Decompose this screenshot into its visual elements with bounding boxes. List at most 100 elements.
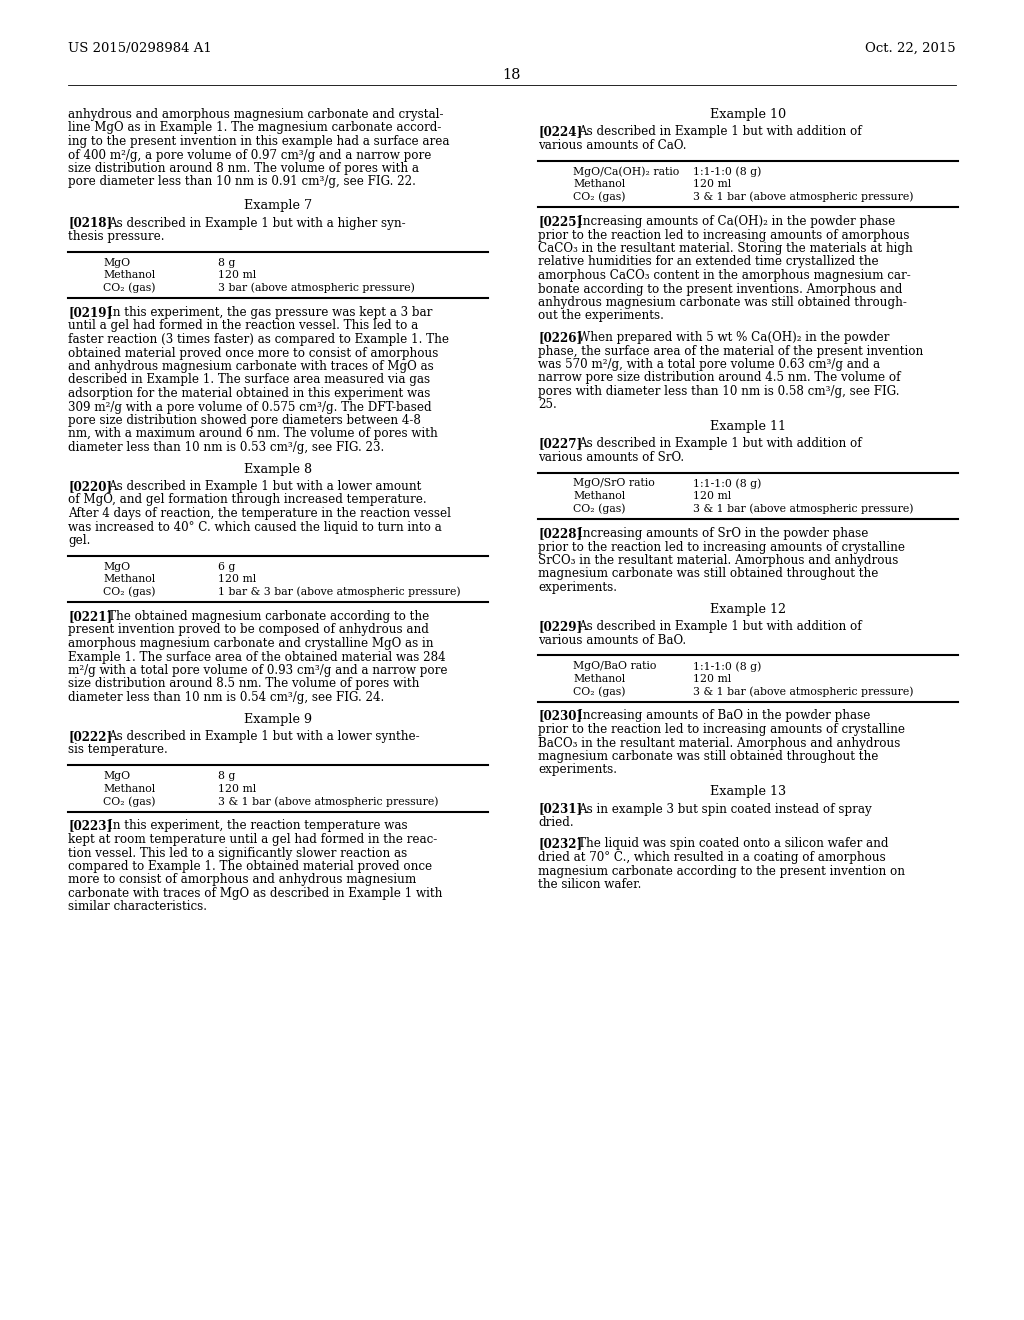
Text: Example 8: Example 8 (244, 462, 312, 475)
Text: [0225]: [0225] (538, 215, 582, 228)
Text: As described in Example 1 but with a higher syn-: As described in Example 1 but with a hig… (108, 216, 406, 230)
Text: 120 ml: 120 ml (693, 673, 731, 684)
Text: [0222]: [0222] (68, 730, 112, 743)
Text: Increasing amounts of Ca(OH)₂ in the powder phase: Increasing amounts of Ca(OH)₂ in the pow… (578, 215, 895, 228)
Text: m²/g with a total pore volume of 0.93 cm³/g and a narrow pore: m²/g with a total pore volume of 0.93 cm… (68, 664, 447, 677)
Text: CO₂ (gas): CO₂ (gas) (573, 503, 626, 513)
Text: Methanol: Methanol (103, 271, 156, 280)
Text: MgO/BaO ratio: MgO/BaO ratio (573, 661, 656, 671)
Text: Methanol: Methanol (103, 784, 156, 793)
Text: [0230]: [0230] (538, 710, 582, 722)
Text: various amounts of SrO.: various amounts of SrO. (538, 451, 684, 465)
Text: MgO: MgO (103, 257, 130, 268)
Text: [0226]: [0226] (538, 331, 582, 345)
Text: 1:1-1:0 (8 g): 1:1-1:0 (8 g) (693, 479, 762, 490)
Text: pores with diameter less than 10 nm is 0.58 cm³/g, see FIG.: pores with diameter less than 10 nm is 0… (538, 385, 899, 399)
Text: tion vessel. This led to a significantly slower reaction as: tion vessel. This led to a significantly… (68, 846, 408, 859)
Text: Example 1. The surface area of the obtained material was 284: Example 1. The surface area of the obtai… (68, 651, 445, 664)
Text: 8 g: 8 g (218, 771, 236, 781)
Text: was 570 m²/g, with a total pore volume 0.63 cm³/g and a: was 570 m²/g, with a total pore volume 0… (538, 358, 880, 371)
Text: CaCO₃ in the resultant material. Storing the materials at high: CaCO₃ in the resultant material. Storing… (538, 242, 912, 255)
Text: Example 7: Example 7 (244, 199, 312, 213)
Text: As described in Example 1 but with a lower amount: As described in Example 1 but with a low… (108, 480, 421, 492)
Text: amorphous magnesium carbonate and crystalline MgO as in: amorphous magnesium carbonate and crysta… (68, 638, 433, 649)
Text: phase, the surface area of the material of the present invention: phase, the surface area of the material … (538, 345, 924, 358)
Text: compared to Example 1. The obtained material proved once: compared to Example 1. The obtained mate… (68, 861, 432, 873)
Text: 25.: 25. (538, 399, 557, 412)
Text: [0220]: [0220] (68, 480, 112, 492)
Text: 1 bar & 3 bar (above atmospheric pressure): 1 bar & 3 bar (above atmospheric pressur… (218, 586, 461, 597)
Text: [0229]: [0229] (538, 620, 582, 634)
Text: of MgO, and gel formation through increased temperature.: of MgO, and gel formation through increa… (68, 494, 427, 507)
Text: MgO: MgO (103, 561, 130, 572)
Text: Example 10: Example 10 (710, 108, 786, 121)
Text: 3 & 1 bar (above atmospheric pressure): 3 & 1 bar (above atmospheric pressure) (218, 796, 438, 807)
Text: experiments.: experiments. (538, 763, 617, 776)
Text: pore size distribution showed pore diameters between 4-8: pore size distribution showed pore diame… (68, 414, 421, 426)
Text: Example 13: Example 13 (710, 785, 786, 799)
Text: carbonate with traces of MgO as described in Example 1 with: carbonate with traces of MgO as describe… (68, 887, 442, 900)
Text: BaCO₃ in the resultant material. Amorphous and anhydrous: BaCO₃ in the resultant material. Amorpho… (538, 737, 900, 750)
Text: CO₂ (gas): CO₂ (gas) (103, 282, 156, 293)
Text: present invention proved to be composed of anhydrous and: present invention proved to be composed … (68, 623, 429, 636)
Text: adsorption for the material obtained in this experiment was: adsorption for the material obtained in … (68, 387, 430, 400)
Text: various amounts of CaO.: various amounts of CaO. (538, 139, 686, 152)
Text: [0228]: [0228] (538, 527, 582, 540)
Text: ing to the present invention in this example had a surface area: ing to the present invention in this exa… (68, 135, 450, 148)
Text: magnesium carbonate according to the present invention on: magnesium carbonate according to the pre… (538, 865, 905, 878)
Text: was increased to 40° C. which caused the liquid to turn into a: was increased to 40° C. which caused the… (68, 520, 441, 533)
Text: Increasing amounts of BaO in the powder phase: Increasing amounts of BaO in the powder … (578, 710, 870, 722)
Text: thesis pressure.: thesis pressure. (68, 230, 165, 243)
Text: magnesium carbonate was still obtained throughout the: magnesium carbonate was still obtained t… (538, 750, 879, 763)
Text: CO₂ (gas): CO₂ (gas) (573, 191, 626, 202)
Text: As described in Example 1 but with addition of: As described in Example 1 but with addit… (578, 620, 862, 634)
Text: MgO/SrO ratio: MgO/SrO ratio (573, 479, 654, 488)
Text: anhydrous and amorphous magnesium carbonate and crystal-: anhydrous and amorphous magnesium carbon… (68, 108, 443, 121)
Text: 309 m²/g with a pore volume of 0.575 cm³/g. The DFT-based: 309 m²/g with a pore volume of 0.575 cm³… (68, 400, 432, 413)
Text: 1:1-1:0 (8 g): 1:1-1:0 (8 g) (693, 661, 762, 672)
Text: [0231]: [0231] (538, 803, 582, 816)
Text: prior to the reaction led to increasing amounts of amorphous: prior to the reaction led to increasing … (538, 228, 909, 242)
Text: relative humidities for an extended time crystallized the: relative humidities for an extended time… (538, 256, 879, 268)
Text: bonate according to the present inventions. Amorphous and: bonate according to the present inventio… (538, 282, 902, 296)
Text: CO₂ (gas): CO₂ (gas) (103, 586, 156, 597)
Text: As described in Example 1 but with addition of: As described in Example 1 but with addit… (578, 125, 862, 139)
Text: After 4 days of reaction, the temperature in the reaction vessel: After 4 days of reaction, the temperatur… (68, 507, 451, 520)
Text: out the experiments.: out the experiments. (538, 309, 664, 322)
Text: 3 bar (above atmospheric pressure): 3 bar (above atmospheric pressure) (218, 282, 415, 293)
Text: the silicon wafer.: the silicon wafer. (538, 878, 641, 891)
Text: As described in Example 1 but with addition of: As described in Example 1 but with addit… (578, 437, 862, 450)
Text: 120 ml: 120 ml (693, 180, 731, 189)
Text: Example 9: Example 9 (244, 713, 312, 726)
Text: 120 ml: 120 ml (218, 574, 256, 583)
Text: and anhydrous magnesium carbonate with traces of MgO as: and anhydrous magnesium carbonate with t… (68, 360, 434, 374)
Text: [0224]: [0224] (538, 125, 583, 139)
Text: faster reaction (3 times faster) as compared to Example 1. The: faster reaction (3 times faster) as comp… (68, 333, 449, 346)
Text: MgO/Ca(OH)₂ ratio: MgO/Ca(OH)₂ ratio (573, 166, 679, 177)
Text: anhydrous magnesium carbonate was still obtained through-: anhydrous magnesium carbonate was still … (538, 296, 907, 309)
Text: In this experiment, the gas pressure was kept a 3 bar: In this experiment, the gas pressure was… (108, 306, 432, 319)
Text: SrCO₃ in the resultant material. Amorphous and anhydrous: SrCO₃ in the resultant material. Amorpho… (538, 554, 898, 568)
Text: Methanol: Methanol (573, 180, 626, 189)
Text: nm, with a maximum around 6 nm. The volume of pores with: nm, with a maximum around 6 nm. The volu… (68, 428, 437, 441)
Text: 18: 18 (503, 69, 521, 82)
Text: size distribution around 8 nm. The volume of pores with a: size distribution around 8 nm. The volum… (68, 162, 419, 176)
Text: [0221]: [0221] (68, 610, 112, 623)
Text: [0219]: [0219] (68, 306, 112, 319)
Text: The liquid was spin coated onto a silicon wafer and: The liquid was spin coated onto a silico… (578, 837, 889, 850)
Text: 1:1-1:0 (8 g): 1:1-1:0 (8 g) (693, 166, 762, 177)
Text: line MgO as in Example 1. The magnesium carbonate accord-: line MgO as in Example 1. The magnesium … (68, 121, 441, 135)
Text: 3 & 1 bar (above atmospheric pressure): 3 & 1 bar (above atmospheric pressure) (693, 191, 913, 202)
Text: dried.: dried. (538, 816, 573, 829)
Text: In this experiment, the reaction temperature was: In this experiment, the reaction tempera… (108, 820, 408, 833)
Text: [0218]: [0218] (68, 216, 112, 230)
Text: US 2015/0298984 A1: US 2015/0298984 A1 (68, 42, 212, 55)
Text: Methanol: Methanol (573, 491, 626, 502)
Text: kept at room temperature until a gel had formed in the reac-: kept at room temperature until a gel had… (68, 833, 437, 846)
Text: 120 ml: 120 ml (218, 271, 256, 280)
Text: gel.: gel. (68, 535, 90, 546)
Text: various amounts of BaO.: various amounts of BaO. (538, 634, 686, 647)
Text: 6 g: 6 g (218, 561, 236, 572)
Text: 120 ml: 120 ml (218, 784, 256, 793)
Text: 3 & 1 bar (above atmospheric pressure): 3 & 1 bar (above atmospheric pressure) (693, 686, 913, 697)
